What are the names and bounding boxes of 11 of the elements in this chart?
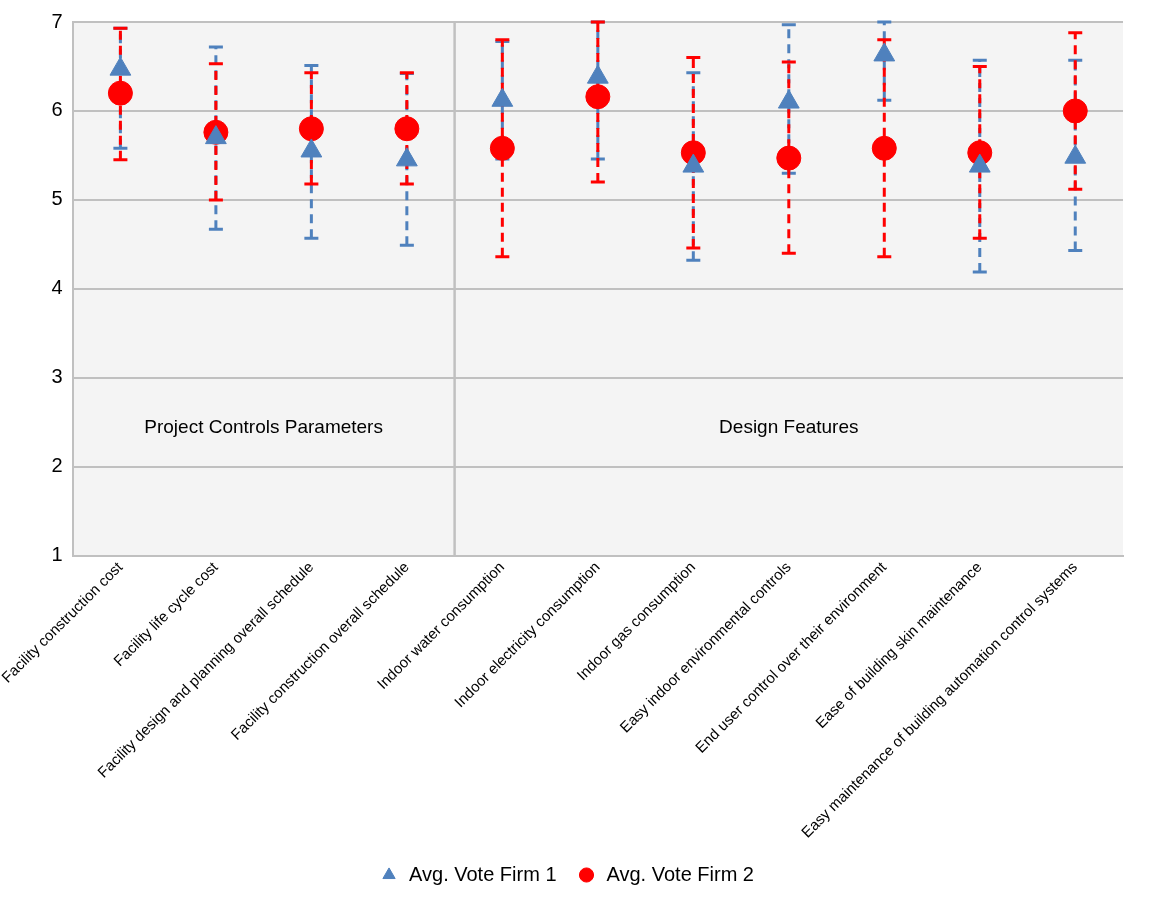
y-tick-label: 6 bbox=[51, 98, 63, 121]
y-tick-label: 2 bbox=[51, 454, 63, 477]
y-tick-label: 7 bbox=[51, 9, 63, 32]
band-label: Project Controls Parameters bbox=[144, 415, 383, 437]
y-tick-label: 3 bbox=[51, 365, 63, 388]
band-label: Design Features bbox=[719, 415, 859, 437]
legend-label: Avg. Vote Firm 2 bbox=[606, 862, 754, 885]
legend-label: Avg. Vote Firm 1 bbox=[409, 862, 557, 885]
y-tick-label: 5 bbox=[51, 187, 63, 210]
y-tick-label: 1 bbox=[51, 543, 63, 566]
y-tick-label: 4 bbox=[51, 276, 63, 299]
